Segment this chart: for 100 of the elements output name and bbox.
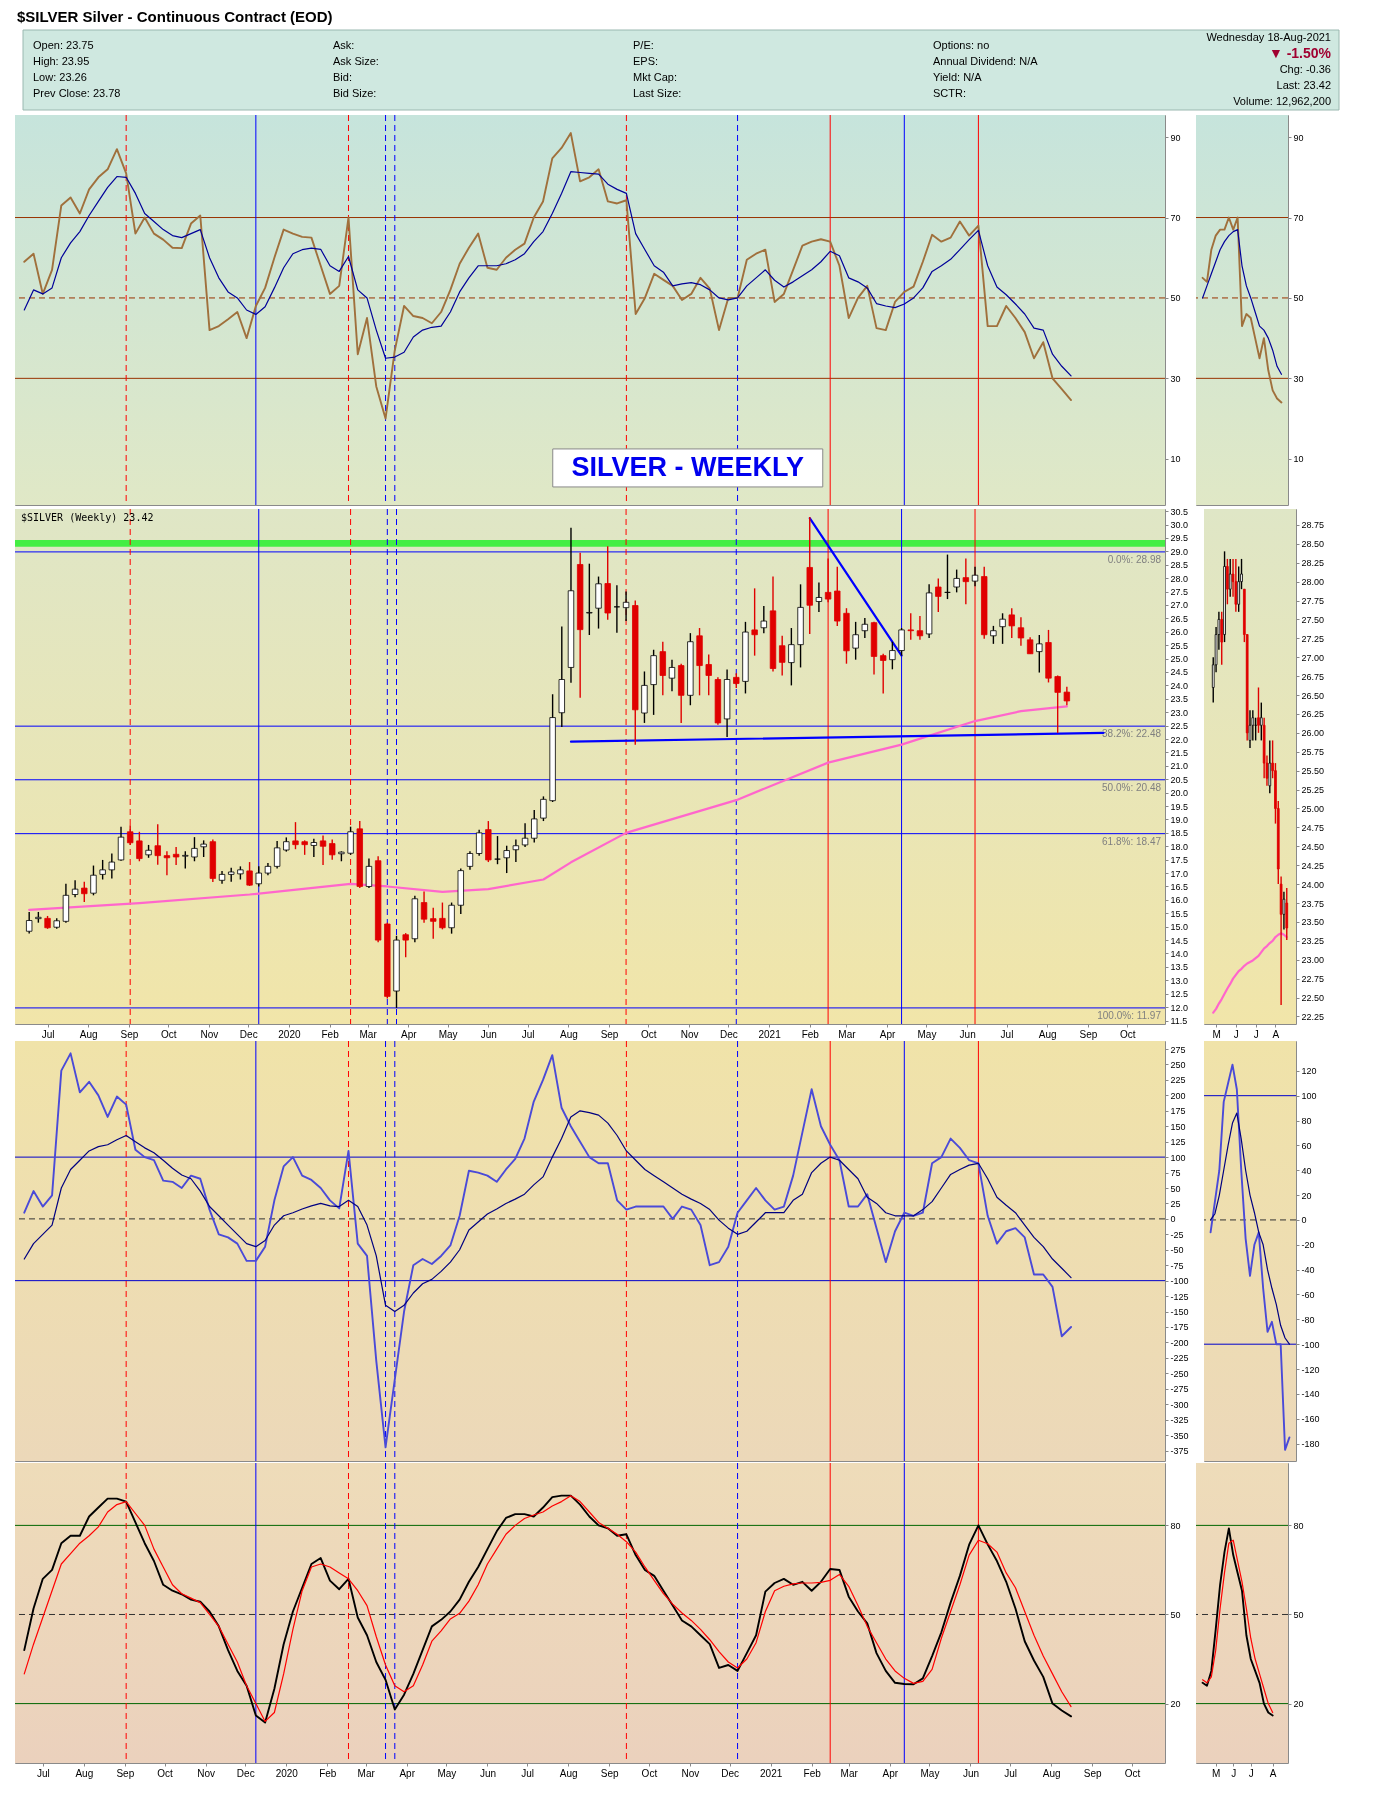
y-tick-label: 23.75 bbox=[1301, 898, 1325, 909]
y-tick-label: 19.0 bbox=[1170, 814, 1189, 825]
y-tick-label: 125 bbox=[1170, 1137, 1186, 1148]
text: High: 23.95 bbox=[33, 55, 90, 67]
text: Ask Size: bbox=[333, 55, 379, 67]
y-tick-label: 18.5 bbox=[1170, 828, 1189, 839]
y-tick-label: 30 bbox=[1293, 373, 1304, 384]
text: EPS: bbox=[633, 55, 659, 67]
y-tick-label: 20.5 bbox=[1170, 774, 1189, 785]
text: Last Size: bbox=[633, 87, 682, 99]
y-tick-label: -200 bbox=[1170, 1337, 1189, 1348]
y-tick-label: 200 bbox=[1170, 1090, 1186, 1101]
y-tick-label: 70 bbox=[1170, 213, 1181, 224]
annotation: SILVER - WEEKLY bbox=[571, 451, 805, 482]
y-tick-label: -160 bbox=[1301, 1414, 1320, 1425]
y-tick-label: -20 bbox=[1301, 1240, 1315, 1251]
y-tick-label: 27.50 bbox=[1301, 614, 1325, 625]
y-tick-label: 24.25 bbox=[1301, 860, 1325, 871]
x-tick-label: May bbox=[438, 1028, 458, 1040]
y-tick-label: -175 bbox=[1170, 1322, 1189, 1333]
y-tick-label: 23.50 bbox=[1301, 917, 1325, 928]
y-tick-label: -125 bbox=[1170, 1291, 1189, 1302]
y-tick-label: 24.5 bbox=[1170, 667, 1189, 678]
y-tick-label: 26.75 bbox=[1301, 671, 1325, 682]
y-tick-label: -180 bbox=[1301, 1439, 1320, 1450]
x-tick-label: Oct bbox=[641, 1028, 657, 1040]
x-tick-label: Jul bbox=[36, 1767, 50, 1779]
x-tick-label: A bbox=[1272, 1028, 1280, 1040]
x-tick-label: Sep bbox=[1083, 1767, 1103, 1779]
y-tick-label: 75 bbox=[1170, 1168, 1181, 1179]
y-tick-label: 27.00 bbox=[1301, 652, 1325, 663]
y-tick-label: 250 bbox=[1170, 1059, 1186, 1070]
y-tick-label: 10 bbox=[1170, 454, 1181, 465]
y-tick-label: 28.25 bbox=[1301, 558, 1325, 569]
x-tick-label: Nov bbox=[197, 1767, 215, 1779]
x-tick-label: Feb bbox=[803, 1767, 822, 1779]
y-tick-label: 14.5 bbox=[1170, 935, 1189, 946]
y-tick-label: 24.0 bbox=[1170, 680, 1189, 691]
y-tick-label: 50 bbox=[1170, 1609, 1181, 1620]
y-tick-label: 26.25 bbox=[1301, 709, 1325, 720]
x-tick-label: 2021 bbox=[760, 1767, 783, 1779]
y-tick-label: 18.0 bbox=[1170, 841, 1189, 852]
y-tick-label: 22.5 bbox=[1170, 721, 1189, 732]
y-tick-label: -60 bbox=[1301, 1289, 1315, 1300]
y-tick-label: 60 bbox=[1301, 1140, 1312, 1151]
x-tick-label: Sep bbox=[600, 1028, 619, 1040]
x-tick-label: Nov bbox=[681, 1767, 700, 1779]
y-tick-label: 25.25 bbox=[1301, 785, 1325, 796]
y-tick-label: 23.0 bbox=[1170, 707, 1189, 718]
x-tick-label: Aug bbox=[79, 1028, 98, 1040]
text: Chg: -0.36 bbox=[1279, 63, 1331, 75]
y-tick-label: 21.5 bbox=[1170, 747, 1189, 758]
x-tick-label: Aug bbox=[559, 1767, 578, 1779]
y-tick-label: 10 bbox=[1293, 454, 1304, 465]
x-tick-label: J bbox=[1253, 1028, 1259, 1040]
y-tick-label: 25.5 bbox=[1170, 640, 1189, 651]
text: Low: 23.26 bbox=[33, 71, 87, 83]
x-tick-label: Sep bbox=[600, 1767, 620, 1779]
y-tick-label: 22.0 bbox=[1170, 734, 1189, 745]
y-tick-label: 12.5 bbox=[1170, 989, 1189, 1000]
x-tick-label: Jul bbox=[1004, 1767, 1018, 1779]
x-tick-label: 2020 bbox=[278, 1028, 301, 1040]
text: Ask: bbox=[333, 39, 355, 51]
x-tick-label: Apr bbox=[879, 1028, 897, 1040]
text: Volume: 12,962,200 bbox=[1233, 95, 1331, 107]
text: Bid Size: bbox=[333, 87, 377, 99]
x-tick-label: Jul bbox=[1000, 1028, 1014, 1040]
x-tick-label: Sep bbox=[120, 1028, 139, 1040]
y-tick-label: 50 bbox=[1170, 1183, 1181, 1194]
y-tick-label: 50 bbox=[1170, 293, 1181, 304]
y-tick-label: -325 bbox=[1170, 1415, 1189, 1426]
y-tick-label: 17.0 bbox=[1170, 868, 1189, 879]
y-tick-label: 24.00 bbox=[1301, 879, 1325, 890]
x-tick-label: Nov bbox=[200, 1028, 219, 1040]
text: Yield: N/A bbox=[933, 71, 983, 83]
y-tick-label: 30 bbox=[1170, 373, 1181, 384]
text: ▼ -1.50% bbox=[1268, 45, 1332, 61]
x-tick-label: May bbox=[920, 1767, 940, 1779]
y-tick-label: 26.50 bbox=[1301, 690, 1325, 701]
y-tick-label: 120 bbox=[1301, 1066, 1317, 1077]
y-tick-label: 100 bbox=[1301, 1091, 1317, 1102]
x-tick-label: Sep bbox=[1079, 1028, 1098, 1040]
y-tick-label: 16.5 bbox=[1170, 881, 1189, 892]
y-tick-label: 225 bbox=[1170, 1075, 1186, 1086]
x-tick-label: Apr bbox=[399, 1767, 416, 1779]
text: Last: 23.42 bbox=[1276, 79, 1331, 91]
x-tick-label: 2020 bbox=[275, 1767, 299, 1779]
x-tick-label: Jul bbox=[41, 1028, 55, 1040]
x-tick-label: Oct bbox=[1119, 1028, 1136, 1040]
x-tick-label: May bbox=[917, 1028, 937, 1040]
x-tick-label: Oct bbox=[1124, 1767, 1141, 1779]
annotation: $SILVER (Weekly) 23.42 bbox=[21, 512, 154, 523]
y-tick-label: 16.0 bbox=[1170, 895, 1189, 906]
x-tick-label: May bbox=[437, 1767, 457, 1779]
y-tick-label: 28.50 bbox=[1301, 539, 1325, 550]
ref-line-label: 0.0%: 28.98 bbox=[1107, 553, 1162, 565]
y-tick-label: 28.0 bbox=[1170, 573, 1189, 584]
y-tick-label: 14.0 bbox=[1170, 948, 1189, 959]
y-tick-label: 26.00 bbox=[1301, 728, 1325, 739]
ref-line-label: 61.8%: 18.47 bbox=[1102, 835, 1162, 847]
